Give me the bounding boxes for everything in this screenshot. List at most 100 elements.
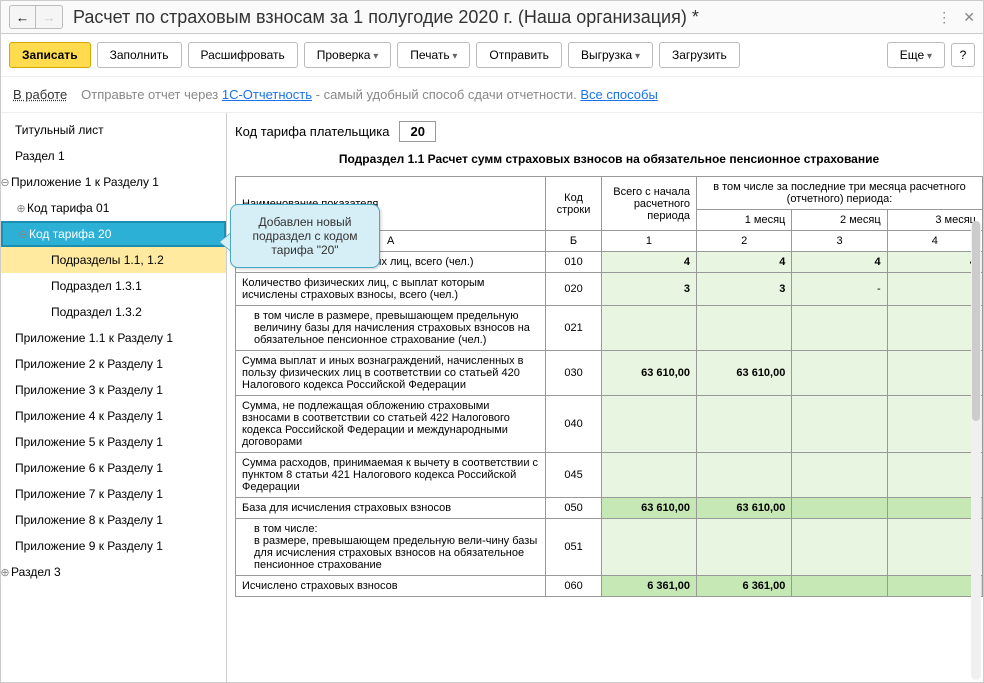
tree-item[interactable]: Приложение 9 к Разделу 1 xyxy=(1,533,226,559)
row-value[interactable]: 4 xyxy=(887,252,982,273)
tree-item[interactable]: ⊕Код тарифа 01 xyxy=(1,195,226,221)
tree-item-label: Код тарифа 20 xyxy=(29,227,111,241)
tree-item[interactable]: Приложение 1.1 к Разделу 1 xyxy=(1,325,226,351)
row-value[interactable] xyxy=(792,453,887,498)
row-value[interactable]: 3 xyxy=(697,273,792,306)
tree-item[interactable]: Приложение 7 к Разделу 1 xyxy=(1,481,226,507)
fill-button[interactable]: Заполнить xyxy=(97,42,182,68)
row-name: в том числе:в размере, превышающем преде… xyxy=(236,519,546,576)
row-value[interactable]: 63 610,00 xyxy=(601,351,696,396)
tree-item-label: Подраздел 1.3.2 xyxy=(51,305,142,319)
tree-toggle-icon[interactable]: ⊖ xyxy=(1,176,11,189)
row-value[interactable] xyxy=(601,306,696,351)
row-value[interactable] xyxy=(887,519,982,576)
tree-toggle-icon[interactable]: ⊖ xyxy=(17,228,29,241)
row-value[interactable] xyxy=(887,396,982,453)
tree-toggle-icon[interactable]: ⊕ xyxy=(1,566,11,579)
row-value[interactable] xyxy=(887,453,982,498)
tree-item[interactable]: Приложение 6 к Разделу 1 xyxy=(1,455,226,481)
check-button[interactable]: Проверка xyxy=(304,42,392,68)
help-button[interactable]: ? xyxy=(951,43,975,67)
row-value[interactable] xyxy=(887,306,982,351)
tree-item-label: Приложение 6 к Разделу 1 xyxy=(15,461,163,475)
row-value[interactable] xyxy=(887,498,982,519)
row-value[interactable] xyxy=(792,306,887,351)
scrollbar[interactable] xyxy=(971,221,981,680)
tree-item[interactable]: Приложение 2 к Разделу 1 xyxy=(1,351,226,377)
row-value[interactable] xyxy=(697,396,792,453)
tree-item[interactable]: Подраздел 1.3.1 xyxy=(1,273,226,299)
tree-item-label: Титульный лист xyxy=(15,123,104,137)
status-link[interactable]: В работе xyxy=(13,87,67,102)
row-value[interactable]: 63 610,00 xyxy=(697,498,792,519)
section-title: Подраздел 1.1 Расчет сумм страховых взно… xyxy=(235,152,983,166)
row-value[interactable]: 3 xyxy=(601,273,696,306)
row-code: 040 xyxy=(546,396,601,453)
tree-item[interactable]: Раздел 1 xyxy=(1,143,226,169)
tree-item[interactable]: Подразделы 1.1, 1.2 xyxy=(1,247,226,273)
row-value[interactable]: 6 361,00 xyxy=(697,576,792,597)
row-value[interactable] xyxy=(601,453,696,498)
tree-item-label: Приложение 9 к Разделу 1 xyxy=(15,539,163,553)
row-value[interactable]: 4 xyxy=(792,252,887,273)
row-value[interactable] xyxy=(792,396,887,453)
nav-forward-button[interactable]: → xyxy=(36,6,62,28)
row-name: Сумма расходов, принимаемая к вычету в с… xyxy=(236,453,546,498)
tree-item[interactable]: ⊕Раздел 3 xyxy=(1,559,226,585)
upload-button[interactable]: Выгрузка xyxy=(568,42,653,68)
decode-button[interactable]: Расшифровать xyxy=(188,42,298,68)
row-value[interactable]: 4 xyxy=(601,252,696,273)
tree-item[interactable]: Подраздел 1.3.2 xyxy=(1,299,226,325)
row-value[interactable]: 6 361,00 xyxy=(601,576,696,597)
row-value[interactable]: 4 xyxy=(697,252,792,273)
more-button[interactable]: Еще xyxy=(887,42,945,68)
close-icon[interactable]: ✕ xyxy=(963,9,975,26)
tree-item[interactable]: ⊖Приложение 1 к Разделу 1 xyxy=(1,169,226,195)
load-button[interactable]: Загрузить xyxy=(659,42,740,68)
row-value[interactable] xyxy=(792,576,887,597)
tree-item[interactable]: Приложение 5 к Разделу 1 xyxy=(1,429,226,455)
row-name: База для исчисления страховых взносов xyxy=(236,498,546,519)
row-value[interactable] xyxy=(792,519,887,576)
row-value[interactable] xyxy=(697,453,792,498)
row-code: 030 xyxy=(546,351,601,396)
row-value[interactable] xyxy=(601,396,696,453)
row-value[interactable] xyxy=(792,351,887,396)
row-value[interactable]: - xyxy=(887,273,982,306)
menu-icon[interactable]: ⋮ xyxy=(937,9,951,26)
send-button[interactable]: Отправить xyxy=(476,42,562,68)
tree-item-label: Подразделы 1.1, 1.2 xyxy=(51,253,164,267)
tree-toggle-icon[interactable]: ⊕ xyxy=(15,202,27,215)
print-button[interactable]: Печать xyxy=(397,42,470,68)
tree-item[interactable]: Приложение 4 к Разделу 1 xyxy=(1,403,226,429)
reporting-link[interactable]: 1С-Отчетность xyxy=(222,87,312,102)
save-button[interactable]: Записать xyxy=(9,42,91,68)
row-code: 021 xyxy=(546,306,601,351)
tree-item-label: Приложение 2 к Разделу 1 xyxy=(15,357,163,371)
row-value[interactable] xyxy=(887,351,982,396)
row-value[interactable] xyxy=(887,576,982,597)
row-value[interactable] xyxy=(601,519,696,576)
tariff-label: Код тарифа плательщика xyxy=(235,124,389,139)
row-value[interactable]: - xyxy=(792,273,887,306)
row-value[interactable]: 63 610,00 xyxy=(601,498,696,519)
tree-item-label: Подраздел 1.3.1 xyxy=(51,279,142,293)
tree-item[interactable]: ⊖Код тарифа 20 xyxy=(1,221,226,247)
tree-item-label: Приложение 5 к Разделу 1 xyxy=(15,435,163,449)
row-value[interactable] xyxy=(697,306,792,351)
row-value[interactable] xyxy=(792,498,887,519)
tree-item-label: Приложение 8 к Разделу 1 xyxy=(15,513,163,527)
tariff-value[interactable]: 20 xyxy=(399,121,435,142)
tree-item-label: Приложение 3 к Разделу 1 xyxy=(15,383,163,397)
info-text: Отправьте отчет через 1С-Отчетность - са… xyxy=(81,87,658,102)
info-bar: В работе Отправьте отчет через 1С-Отчетн… xyxy=(1,77,983,113)
all-methods-link[interactable]: Все способы xyxy=(580,87,657,102)
nav-buttons: ← → xyxy=(9,5,63,29)
nav-back-button[interactable]: ← xyxy=(10,6,36,28)
tree-item[interactable]: Приложение 3 к Разделу 1 xyxy=(1,377,226,403)
table-row: Сумма расходов, принимаемая к вычету в с… xyxy=(236,453,983,498)
row-value[interactable] xyxy=(697,519,792,576)
tree-item[interactable]: Приложение 8 к Разделу 1 xyxy=(1,507,226,533)
tree-item[interactable]: Титульный лист xyxy=(1,117,226,143)
row-value[interactable]: 63 610,00 xyxy=(697,351,792,396)
